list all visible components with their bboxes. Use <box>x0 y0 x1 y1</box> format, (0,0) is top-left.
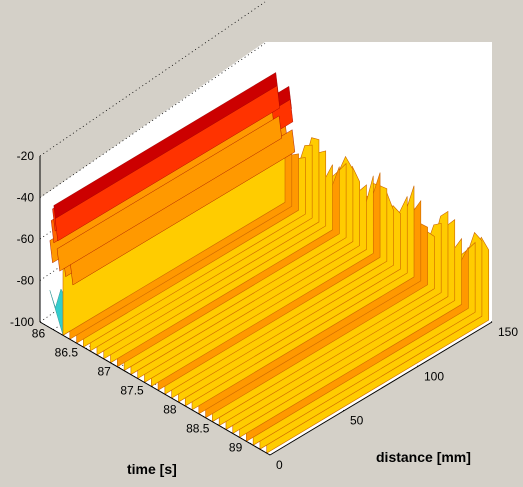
x-axis-line <box>269 321 493 456</box>
x-tick-label: 150 <box>498 325 518 339</box>
y-tick-label: 86 <box>32 327 46 341</box>
y-tick-label: 89 <box>229 441 243 455</box>
y-tick-label: 87.5 <box>120 384 144 398</box>
z-tick-label: -80 <box>17 274 35 288</box>
y-tick-label: 86.5 <box>55 346 79 360</box>
z-tick-label: -40 <box>17 191 35 205</box>
x-tick-label: 0 <box>276 458 283 472</box>
z-tick-label: -60 <box>17 232 35 246</box>
x-axis-label: distance [mm] <box>376 449 471 465</box>
axis-lines <box>39 156 493 456</box>
z-tick-label: -20 <box>17 149 35 163</box>
surface <box>49 72 490 454</box>
ridge-band <box>54 85 280 242</box>
right-wall <box>265 42 492 168</box>
grid-line-z <box>39 1 266 157</box>
x-tick-label: 100 <box>424 369 444 383</box>
y-tick-label: 87 <box>97 365 111 379</box>
x-tick-label: 50 <box>350 414 364 428</box>
grid-line-z <box>39 43 266 198</box>
z-tick-label: -100 <box>10 315 34 329</box>
ridge-band <box>56 115 282 272</box>
y-tick-label: 88.5 <box>186 422 210 436</box>
y-tick-label: 88 <box>163 403 177 417</box>
y-axis-label: time [s] <box>127 461 177 477</box>
y-axis-line <box>39 321 271 456</box>
